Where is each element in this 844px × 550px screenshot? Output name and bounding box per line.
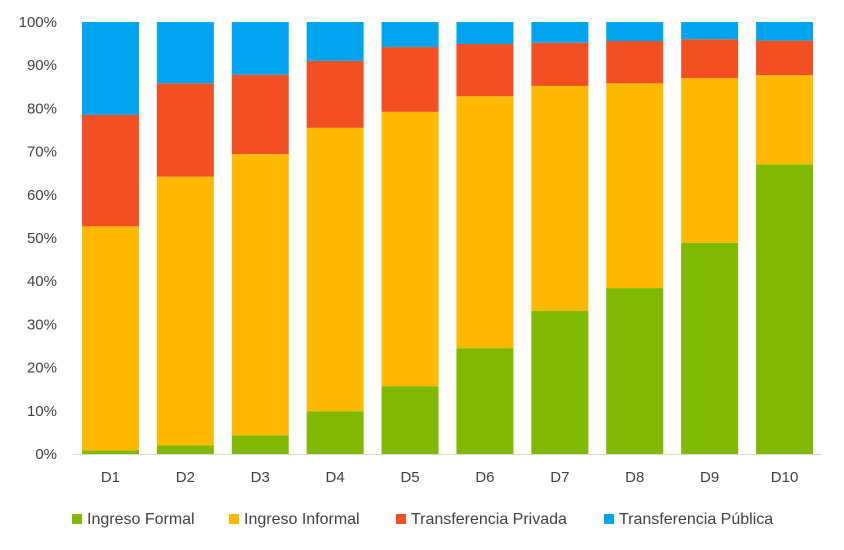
bar-segment — [756, 40, 814, 76]
bar-segment — [756, 75, 814, 165]
bar-segment — [81, 22, 139, 115]
bar-segment — [531, 311, 589, 454]
y-tick-label: 70% — [27, 144, 57, 161]
bar-segment — [531, 22, 589, 43]
bars — [81, 22, 814, 454]
x-axis-ticks: D1 D2 D3 D4 D5 D6 D7 D8 D9 D10 — [101, 469, 798, 486]
y-tick-label: 80% — [27, 100, 57, 117]
bar-segment — [306, 411, 364, 454]
bar-segment — [681, 242, 739, 454]
bar-segment — [231, 435, 289, 454]
y-tick-label: 40% — [27, 273, 57, 290]
bar-segment — [456, 22, 514, 45]
bar-segment — [306, 60, 364, 128]
bar-segment — [156, 22, 214, 84]
x-tick-label: D6 — [475, 469, 494, 486]
legend-label: Transferencia Privada — [411, 511, 567, 528]
bar-segment — [231, 154, 289, 436]
bar-segment — [756, 22, 814, 41]
y-tick-label: 30% — [27, 316, 57, 333]
y-tick-label: 100% — [19, 14, 57, 31]
y-tick-label: 10% — [27, 403, 57, 420]
x-tick-label: D8 — [625, 469, 644, 486]
bar-segment — [156, 445, 214, 454]
bar-segment — [156, 83, 214, 177]
bar-segment — [606, 83, 664, 289]
bar-segment — [456, 96, 514, 349]
bar-segment — [231, 74, 289, 155]
y-tick-label: 0% — [35, 446, 57, 463]
bar-segment — [306, 22, 364, 61]
legend: Ingreso Formal Ingreso Informal Transferen… — [72, 511, 773, 528]
x-tick-label: D7 — [550, 469, 569, 486]
y-tick-label: 90% — [27, 57, 57, 74]
bar-segment — [606, 22, 664, 42]
legend-label: Transferencia Pública — [619, 511, 773, 528]
bar-segment — [156, 176, 214, 446]
legend-label: Ingreso Formal — [87, 511, 195, 528]
bar-segment — [681, 22, 739, 40]
x-tick-label: D4 — [326, 469, 345, 486]
bar-segment — [231, 22, 289, 75]
bar-segment — [381, 22, 439, 48]
bar-segment — [681, 39, 739, 79]
bar-segment — [81, 450, 139, 454]
bar-segment — [456, 348, 514, 454]
x-tick-label: D5 — [400, 469, 419, 486]
x-tick-label: D1 — [101, 469, 120, 486]
x-tick-label: D10 — [771, 469, 799, 486]
y-tick-label: 60% — [27, 187, 57, 204]
bar-segment — [531, 42, 589, 86]
bar-segment — [81, 226, 139, 451]
bar-segment — [381, 47, 439, 112]
y-tick-label: 20% — [27, 360, 57, 377]
bar-segment — [606, 288, 664, 454]
y-axis-ticks: 0% 10% 20% 30% 40% 50% 60% 70% 80% 90% 100% — [19, 14, 57, 463]
bar-segment — [606, 41, 664, 84]
bar-segment — [756, 164, 814, 454]
bar-segment — [456, 44, 514, 97]
bar-segment — [81, 114, 139, 227]
bar-segment — [381, 386, 439, 454]
legend-swatch — [604, 514, 614, 524]
x-tick-label: D9 — [700, 469, 719, 486]
x-tick-label: D3 — [251, 469, 270, 486]
x-tick-label: D2 — [176, 469, 195, 486]
legend-label: Ingreso Informal — [244, 511, 360, 528]
legend-swatch — [229, 514, 239, 524]
bar-segment — [681, 78, 739, 243]
bar-segment — [381, 111, 439, 387]
y-tick-label: 50% — [27, 230, 57, 247]
bar-segment — [531, 85, 589, 312]
legend-swatch — [396, 514, 406, 524]
bar-segment — [306, 127, 364, 412]
legend-swatch — [72, 514, 82, 524]
